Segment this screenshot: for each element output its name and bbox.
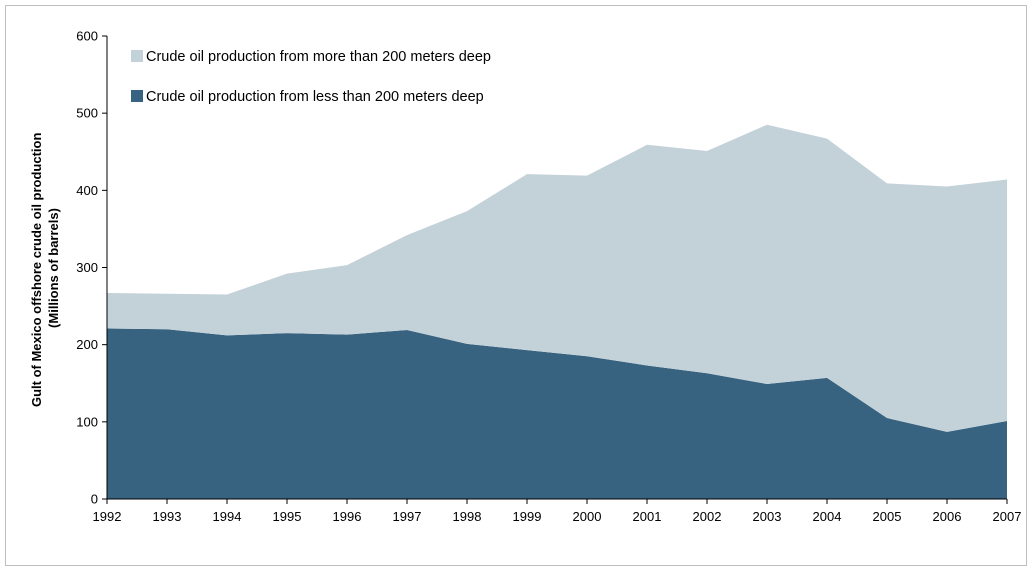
- y-tick-label: 600: [76, 29, 98, 44]
- x-tick-label: 1993: [153, 509, 182, 524]
- x-tick-label: 2002: [693, 509, 722, 524]
- y-tick-label: 0: [91, 492, 98, 507]
- series-areas: [107, 124, 1007, 499]
- y-axis-label-line-2: (Millions of barrels): [46, 208, 61, 328]
- x-tick-label: 2005: [873, 509, 902, 524]
- x-axis-ticks: 1992 1993 1994 1995 1996 1997 1998 1999 2000 2001…: [93, 499, 1022, 524]
- x-tick-label: 2000: [573, 509, 602, 524]
- legend-swatch-shallow: [131, 90, 143, 102]
- x-tick-label: 1998: [453, 509, 482, 524]
- legend-swatch-deep: [131, 50, 143, 62]
- legend: Crude oil production from more than 200 …: [131, 49, 491, 105]
- x-tick-label: 1999: [513, 509, 542, 524]
- y-tick-label: 100: [76, 414, 98, 429]
- y-tick-label: 300: [76, 260, 98, 275]
- series-area-0: [107, 328, 1007, 499]
- x-tick-label: 2003: [753, 509, 782, 524]
- legend-label-deep: Crude oil production from more than 200 …: [146, 49, 491, 65]
- x-tick-label: 1995: [273, 509, 302, 524]
- x-tick-label: 1996: [333, 509, 362, 524]
- x-tick-label: 2004: [813, 509, 842, 524]
- y-axis-label-line-1: Gult of Mexico offshore crude oil produc…: [29, 133, 44, 408]
- y-axis-ticks: 0 100 200 300 400 500 600: [76, 29, 107, 507]
- x-tick-label: 1992: [93, 509, 122, 524]
- x-tick-label: 1994: [213, 509, 242, 524]
- y-tick-label: 400: [76, 183, 98, 198]
- series-area-1: [107, 124, 1007, 432]
- x-tick-label: 2001: [633, 509, 662, 524]
- y-tick-label: 500: [76, 106, 98, 121]
- y-axis-label: Gult of Mexico offshore crude oil produc…: [29, 129, 61, 407]
- x-tick-label: 2006: [933, 509, 962, 524]
- x-tick-label: 1997: [393, 509, 422, 524]
- y-tick-label: 200: [76, 337, 98, 352]
- x-tick-label: 2007: [993, 509, 1022, 524]
- legend-label-shallow: Crude oil production from less than 200 …: [146, 89, 484, 105]
